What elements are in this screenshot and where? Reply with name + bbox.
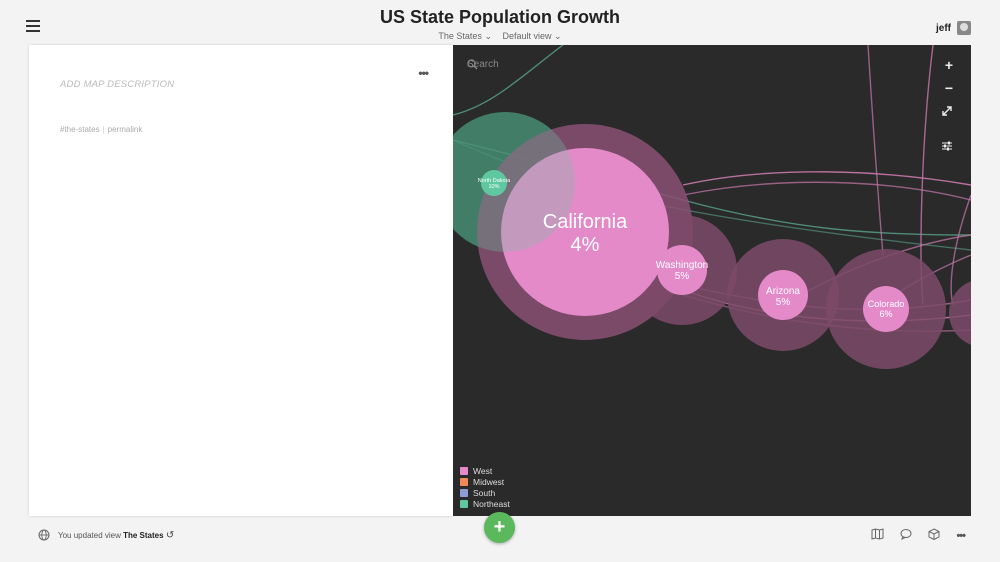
map-canvas[interactable]: California 4% Washington 5% Arizona 5% C… xyxy=(453,45,971,516)
view-selector-label: Default view xyxy=(502,31,552,41)
legend-swatch xyxy=(460,488,468,497)
search-icon xyxy=(467,59,478,70)
node-value: 4% xyxy=(571,234,600,256)
zoom-in-button[interactable]: + xyxy=(944,57,954,73)
permalink-link[interactable]: permalink xyxy=(107,125,143,134)
chevron-down-icon: ⌄ xyxy=(484,31,492,41)
description-panel: ADD MAP DESCRIPTION ••• #the-states | perm… xyxy=(29,45,453,516)
legend-item: West xyxy=(460,465,510,476)
colorado-node xyxy=(863,286,909,332)
north-dakota-overlay xyxy=(453,112,575,252)
network-graph[interactable]: California 4% Washington 5% Arizona 5% C… xyxy=(453,45,971,516)
map-description-input[interactable]: ADD MAP DESCRIPTION xyxy=(60,79,175,90)
partial-node-halo xyxy=(949,281,971,345)
search-placeholder: Search xyxy=(467,59,499,70)
status-text: You updated view xyxy=(58,531,121,540)
legend-item: Midwest xyxy=(460,476,510,487)
legend-label: West xyxy=(473,465,493,476)
north-dakota-node xyxy=(481,170,507,196)
node-label: Colorado xyxy=(868,299,905,309)
california-node xyxy=(501,148,669,316)
map-icon[interactable] xyxy=(871,527,884,545)
tag-link[interactable]: #the-states xyxy=(60,125,100,134)
hamburger-menu-icon[interactable] xyxy=(26,20,40,32)
legend-swatch xyxy=(460,466,468,475)
avatar[interactable] xyxy=(957,21,971,35)
sliders-icon xyxy=(942,141,952,151)
more-options-icon[interactable]: ••• xyxy=(418,66,429,80)
connection-line xyxy=(867,45,884,256)
legend-item: South xyxy=(460,487,510,498)
undo-icon[interactable]: ↺ xyxy=(165,530,175,541)
globe-icon[interactable] xyxy=(38,528,50,546)
node-label: Arizona xyxy=(766,286,800,297)
panel-resize-handle[interactable] xyxy=(453,276,454,290)
bottom-bar: You updated view The States ↺ + ••• xyxy=(0,512,1000,562)
node-value: 5% xyxy=(675,271,690,282)
legend-label: Midwest xyxy=(473,476,505,487)
legend-item: Northeast xyxy=(460,498,510,509)
status-view-name[interactable]: The States xyxy=(123,531,164,540)
map-selector-dropdown[interactable]: The States ⌄ xyxy=(438,31,492,41)
zoom-out-button[interactable]: − xyxy=(944,80,954,96)
node-label: North Dakota xyxy=(478,178,511,184)
legend-swatch xyxy=(460,499,468,508)
washington-node xyxy=(657,245,707,295)
map-selector-label: The States xyxy=(438,31,482,41)
node-label: California xyxy=(543,211,628,233)
chevron-down-icon: ⌄ xyxy=(554,31,562,41)
node-value: 6% xyxy=(879,309,892,319)
more-options-icon[interactable]: ••• xyxy=(956,530,966,542)
node-value: 10% xyxy=(488,184,499,190)
arizona-node xyxy=(758,270,808,320)
legend-label: Northeast xyxy=(473,498,510,509)
connection-line xyxy=(453,45,564,116)
legend-label: South xyxy=(473,487,496,498)
connection-line xyxy=(682,171,971,186)
expand-icon xyxy=(942,106,952,116)
add-element-button[interactable]: + xyxy=(484,512,515,543)
activity-status: You updated view The States ↺ xyxy=(58,530,174,541)
map-legend: West Midwest South Northeast xyxy=(460,465,510,509)
top-bar: US State Population Growth The States ⌄ … xyxy=(0,0,1000,45)
connection-line xyxy=(682,181,971,201)
user-menu[interactable]: jeff xyxy=(936,21,971,35)
node-value: 5% xyxy=(776,297,791,308)
node-label: Washington xyxy=(656,260,708,271)
page-title: US State Population Growth xyxy=(379,7,620,27)
map-search[interactable]: Search xyxy=(467,59,499,70)
cube-icon[interactable] xyxy=(928,527,940,545)
view-selectors: The States ⌄ Default view ⌄ xyxy=(0,31,1000,42)
legend-swatch xyxy=(460,477,468,486)
username: jeff xyxy=(936,22,951,34)
bottom-toolbar: ••• xyxy=(871,527,966,545)
connection-line xyxy=(950,194,971,306)
comment-icon[interactable] xyxy=(900,527,912,545)
view-selector-dropdown[interactable]: Default view ⌄ xyxy=(503,31,562,41)
tag-line: #the-states | permalink xyxy=(60,125,143,134)
